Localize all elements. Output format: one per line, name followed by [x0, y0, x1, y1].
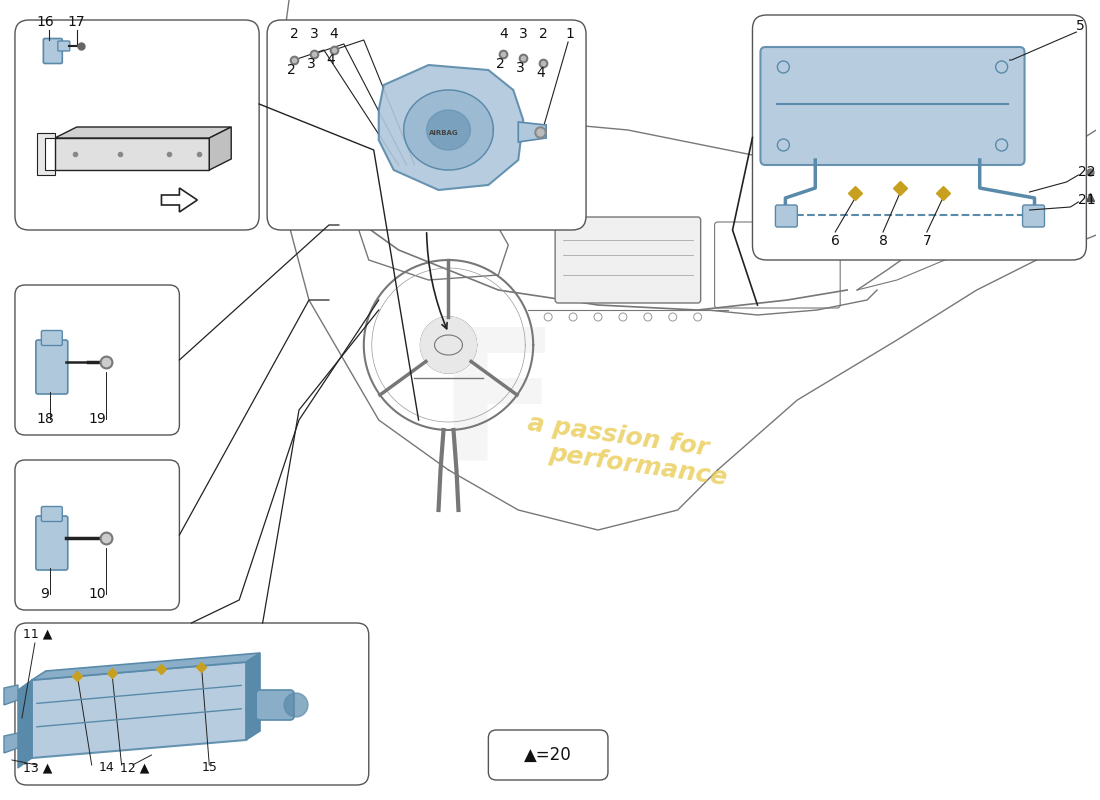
Text: 13 ▲: 13 ▲ [23, 761, 53, 774]
FancyBboxPatch shape [15, 623, 368, 785]
Polygon shape [18, 680, 32, 768]
Text: 11 ▲: 11 ▲ [23, 627, 53, 640]
Text: 22: 22 [1078, 165, 1096, 179]
Text: 19: 19 [89, 412, 107, 426]
Polygon shape [32, 662, 246, 758]
FancyBboxPatch shape [15, 285, 179, 435]
Text: 3: 3 [307, 57, 316, 71]
FancyBboxPatch shape [15, 460, 179, 610]
Polygon shape [37, 133, 55, 175]
FancyBboxPatch shape [42, 506, 63, 522]
Text: AIRBAG: AIRBAG [429, 130, 459, 136]
Text: 12 ▲: 12 ▲ [120, 761, 148, 774]
FancyBboxPatch shape [915, 227, 969, 249]
Text: 3: 3 [516, 61, 525, 75]
FancyBboxPatch shape [776, 205, 798, 227]
Text: 3: 3 [309, 27, 318, 41]
Text: a passion for: a passion for [526, 410, 711, 460]
Text: 6: 6 [830, 234, 839, 248]
Text: 2: 2 [496, 57, 505, 71]
Polygon shape [32, 653, 260, 680]
Text: 2: 2 [539, 27, 548, 41]
Polygon shape [404, 90, 493, 170]
Polygon shape [420, 317, 476, 373]
FancyBboxPatch shape [1023, 205, 1045, 227]
Polygon shape [209, 127, 231, 170]
Polygon shape [55, 127, 231, 138]
Text: 21: 21 [1078, 193, 1096, 207]
Text: 9: 9 [41, 587, 50, 601]
FancyBboxPatch shape [428, 64, 450, 81]
Text: F: F [437, 322, 560, 498]
FancyBboxPatch shape [267, 20, 586, 230]
FancyBboxPatch shape [43, 38, 63, 63]
Polygon shape [4, 685, 18, 705]
Text: 5: 5 [1077, 19, 1085, 33]
Polygon shape [162, 188, 197, 212]
Text: 4: 4 [327, 53, 336, 67]
FancyBboxPatch shape [256, 690, 294, 720]
Text: 4: 4 [499, 27, 508, 41]
Text: 3: 3 [519, 27, 528, 41]
FancyBboxPatch shape [398, 64, 419, 81]
FancyBboxPatch shape [36, 340, 68, 394]
Text: performance: performance [547, 441, 728, 490]
Text: 1: 1 [565, 27, 574, 41]
FancyBboxPatch shape [556, 217, 701, 303]
Polygon shape [246, 653, 260, 740]
Polygon shape [55, 138, 209, 170]
Text: 4: 4 [330, 27, 339, 41]
Text: 2: 2 [289, 27, 298, 41]
Text: 17: 17 [68, 15, 86, 29]
FancyBboxPatch shape [36, 516, 68, 570]
Circle shape [284, 693, 308, 717]
Text: 14: 14 [99, 761, 114, 774]
Polygon shape [518, 122, 547, 142]
Polygon shape [4, 733, 18, 753]
FancyBboxPatch shape [15, 20, 260, 230]
Text: 15: 15 [201, 761, 217, 774]
Text: 4: 4 [536, 66, 544, 80]
Text: 7: 7 [923, 234, 932, 248]
FancyBboxPatch shape [42, 330, 63, 346]
Text: 18: 18 [36, 412, 54, 426]
FancyBboxPatch shape [488, 730, 608, 780]
Text: ▲=20: ▲=20 [525, 746, 572, 764]
Polygon shape [378, 65, 524, 190]
Text: 10: 10 [89, 587, 107, 601]
Text: 8: 8 [879, 234, 888, 248]
Polygon shape [427, 110, 471, 150]
FancyBboxPatch shape [58, 41, 69, 51]
Text: 2: 2 [287, 63, 296, 77]
FancyBboxPatch shape [752, 15, 1087, 260]
FancyBboxPatch shape [760, 47, 1024, 165]
Text: 16: 16 [36, 15, 54, 29]
